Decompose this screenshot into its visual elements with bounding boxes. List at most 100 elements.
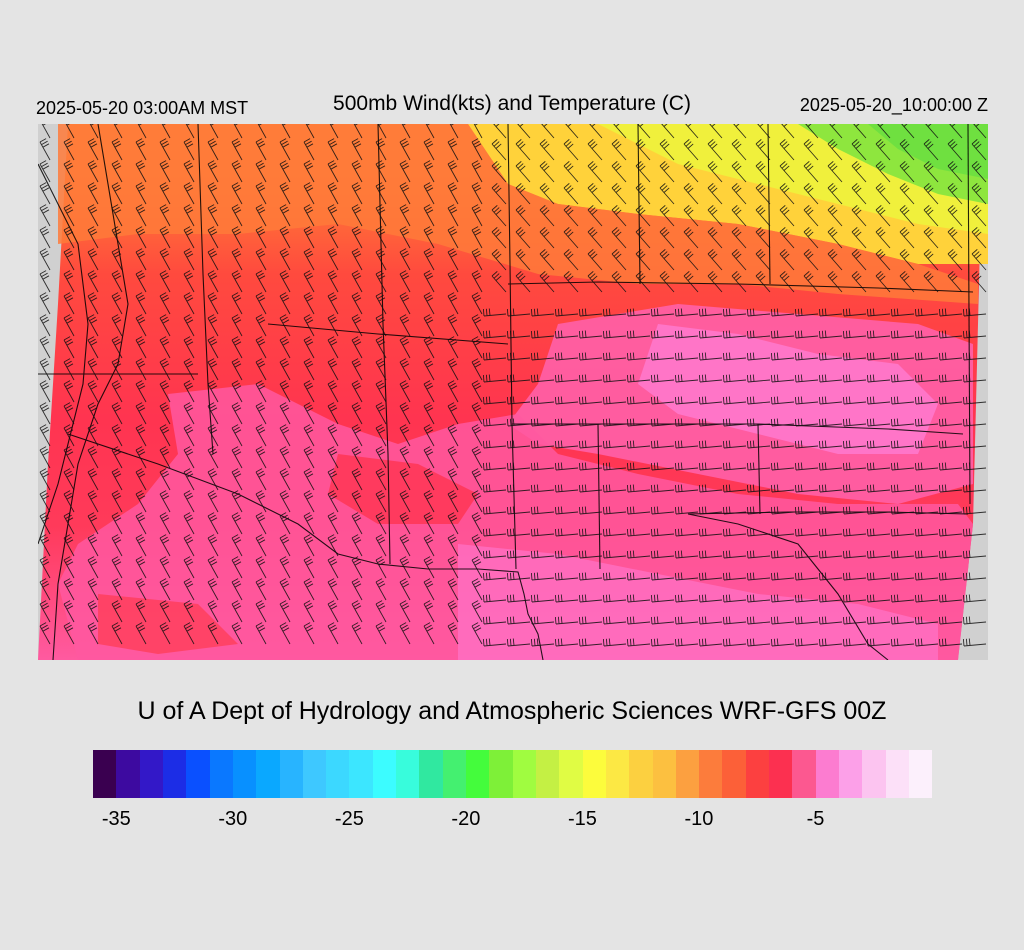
wind-barb [842,462,867,471]
wind-barb [135,314,147,337]
wind-barb [399,292,411,315]
wind-barb [279,446,291,469]
wind-barb [770,638,795,647]
wind-barb [659,161,675,183]
colorbar-swatch [745,750,770,798]
wind-barb [327,446,339,469]
wind-barb [231,424,243,447]
wind-barb [962,396,987,405]
wind-barb [493,124,507,139]
wind-barb [111,226,123,249]
wind-barb [255,556,267,579]
wind-barb [866,418,891,427]
wind-barb [746,440,771,449]
wind-barb [135,138,147,161]
wind-barb [938,638,963,647]
wind-barb [818,462,843,471]
wind-barb [399,490,411,513]
wind-barb [722,506,747,515]
wind-barb [722,616,747,625]
wind-barb [722,528,747,537]
wind-barb [183,622,195,645]
wind-barb [351,556,363,579]
wind-barb [399,512,411,535]
wind-barb [539,139,555,161]
wind-barb [770,396,795,405]
wind-barb [471,622,483,645]
wind-barb [471,248,483,271]
wind-barb [818,418,843,427]
wind-barb [255,446,267,469]
wind-barb [447,160,459,183]
wind-barb [755,227,771,249]
colorbar-swatch [605,750,630,798]
wind-barb [530,308,555,317]
colorbar-swatch [862,750,886,798]
wind-barb [447,358,459,381]
outside-domain-left [38,124,68,660]
wind-barb [947,205,963,227]
wind-barb [207,380,219,403]
wind-barb [698,462,723,471]
wind-barb [914,550,939,559]
colorbar-swatch [535,750,560,798]
wind-barb [731,139,747,161]
wind-barb [327,380,339,403]
wind-barb [563,271,579,293]
wind-barb [327,270,339,293]
wind-barb [611,139,627,161]
wind-barb [923,271,939,293]
wind-barb [578,462,603,471]
wind-barb [626,308,651,317]
wind-barb [255,490,267,513]
wind-barb [87,534,99,557]
wind-barb [779,183,795,205]
wind-barb [375,358,387,381]
wind-barb [231,556,243,579]
wind-barb [506,418,531,427]
wind-barb [674,638,699,647]
wind-barb [255,248,267,271]
wind-barb [111,138,123,161]
wind-barb [899,161,915,183]
wind-barb [423,226,435,249]
wind-barb [650,528,675,537]
wind-barb [602,418,627,427]
wind-barb [722,550,747,559]
wind-barb [231,292,243,315]
wind-barb [183,160,195,183]
wind-barb [842,374,867,383]
wind-barb [506,528,531,537]
wind-barb [722,418,747,427]
wind-barb [650,638,675,647]
wind-barb [111,556,123,579]
wind-barb [683,227,699,249]
wind-barb [303,556,315,579]
wind-barb [183,292,195,315]
wind-barb [962,506,987,515]
wind-barb [491,271,507,293]
wind-barb [890,396,915,405]
wind-barb [327,182,339,205]
wind-barb [722,462,747,471]
wind-barb [698,484,723,493]
wind-barb [659,271,675,293]
wind-barb [159,578,171,601]
wind-barb [962,594,987,603]
wind-barb [770,440,795,449]
wind-barb [602,396,627,405]
wind-barb [41,124,51,139]
wind-barb [794,616,819,625]
wind-barb [539,249,555,271]
wind-barb [183,380,195,403]
wind-barb [471,358,483,381]
wind-barb [962,572,987,581]
wind-barb [805,124,819,139]
wind-barb [722,396,747,405]
wind-barb [303,490,315,513]
wind-barb [425,124,435,139]
wind-barb [842,594,867,603]
wind-barb [578,594,603,603]
wind-barb [399,182,411,205]
wind-barb [183,490,195,513]
